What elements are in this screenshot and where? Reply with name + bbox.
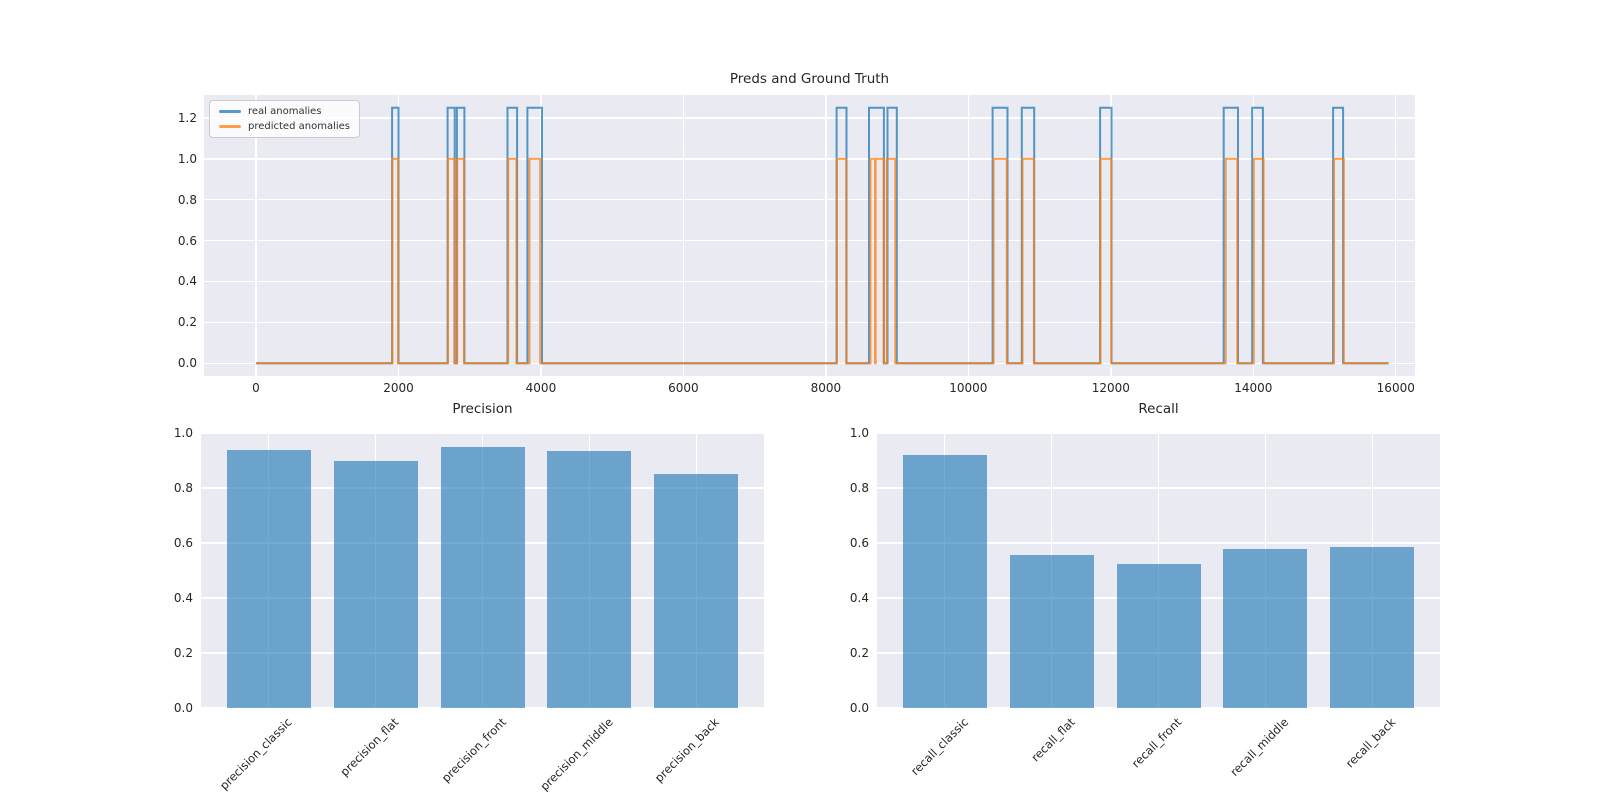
x-tick-label: 4000	[525, 381, 557, 395]
x-tick-label: 16000	[1376, 381, 1415, 395]
y-tick-label: 0.8	[173, 481, 193, 495]
y-tick-label: 0.0	[173, 701, 193, 715]
y-tick-label: 0.2	[173, 646, 193, 660]
y-tick-label: 1.2	[177, 110, 197, 125]
x-tick-label: 10000	[949, 381, 988, 395]
y-tick-label: 0.4	[177, 274, 197, 289]
y-tick-label: 0.4	[173, 591, 193, 605]
bar-precision_flat	[333, 460, 418, 708]
bar-recall_middle	[1223, 548, 1308, 708]
gridline-v	[967, 95, 970, 376]
x-tick-label: 12000	[1091, 381, 1130, 395]
chart-title: Recall	[1138, 401, 1179, 417]
y-tick-label: 0.2	[849, 646, 869, 660]
plot-area	[877, 432, 1440, 709]
plot-area	[201, 432, 764, 709]
y-tick-label: 0.4	[849, 591, 869, 605]
gridline-v	[1395, 95, 1397, 376]
gridline-v	[682, 95, 685, 376]
y-tick-label: 1.0	[173, 426, 193, 440]
bar-precision_middle	[547, 450, 632, 708]
y-tick-label: 0.6	[177, 233, 197, 248]
x-tick-label: 0	[252, 381, 260, 395]
series-predicted-anomalies	[256, 157, 1389, 365]
gridline-h	[204, 158, 1415, 160]
bar-precision_front	[440, 446, 525, 708]
legend-label: predicted anomalies	[248, 121, 350, 132]
y-tick-label: 0.8	[849, 481, 869, 495]
gridline-h	[204, 117, 1415, 119]
y-tick-label: 1.0	[177, 151, 197, 166]
gridline-h	[204, 239, 1415, 242]
anomaly-step-lines	[256, 106, 1389, 365]
y-tick-label: 0.0	[849, 701, 869, 715]
chart-title: Precision	[452, 401, 513, 417]
bar-precision_back	[654, 474, 739, 708]
line-swatch-orange-icon	[219, 125, 241, 128]
x-tick-label-recall_flat: recall_flat	[1028, 715, 1078, 765]
plot-area	[204, 95, 1415, 376]
bar-precision_classic	[226, 449, 311, 708]
x-tick-label-recall_front: recall_front	[1128, 715, 1185, 771]
x-tick-label: 2000	[383, 381, 414, 395]
gridline-v	[255, 95, 257, 376]
y-tick-label: 0.8	[177, 192, 197, 207]
gridline-v	[825, 95, 827, 376]
gridline-h	[204, 321, 1415, 324]
legend-label: real anomalies	[248, 106, 322, 117]
x-tick-label-recall_back: recall_back	[1342, 715, 1399, 771]
line-swatch-blue-icon	[219, 110, 241, 113]
chart-title: Preds and Ground Truth	[729, 71, 890, 87]
bar-recall_classic	[902, 455, 987, 708]
y-tick-label: 0.6	[849, 536, 869, 550]
bar-recall_flat	[1009, 555, 1094, 708]
gridline-h	[204, 280, 1415, 283]
legend: real anomalies predicted anomalies	[209, 100, 360, 138]
x-tick-label: 14000	[1234, 381, 1273, 395]
y-tick-label: 0.2	[177, 315, 197, 330]
y-tick-label: 0.0	[177, 356, 197, 371]
y-tick-label: 1.0	[849, 426, 869, 440]
legend-item: predicted anomalies	[219, 121, 350, 132]
bar-recall_back	[1330, 547, 1415, 708]
bar-recall_front	[1116, 563, 1201, 708]
x-tick-label-recall_middle: recall_middle	[1227, 715, 1292, 779]
y-tick-label: 0.6	[173, 536, 193, 550]
gridline-h	[204, 199, 1415, 201]
legend-item: real anomalies	[219, 106, 350, 117]
x-tick-label-recall_classic: recall_classic	[907, 715, 971, 779]
x-tick-label: 8000	[810, 381, 842, 395]
x-tick-label: 6000	[668, 381, 699, 395]
